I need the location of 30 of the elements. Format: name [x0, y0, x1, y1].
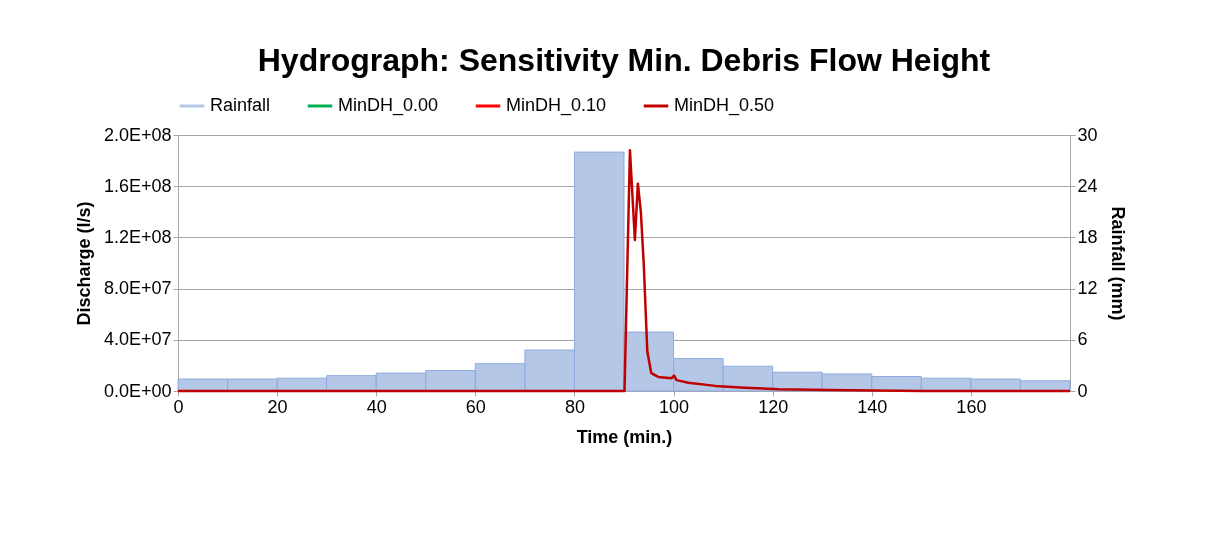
y-tick-label: 1.6E+08 — [103, 175, 172, 196]
y2-tick-label: 30 — [1077, 124, 1098, 145]
x-tick-label: 80 — [564, 396, 585, 417]
y-tick-label: 8.0E+07 — [103, 278, 172, 299]
y2-axis-title: Rainfall (mm) — [1107, 206, 1128, 321]
y2-tick-label: 12 — [1077, 278, 1098, 299]
x-tick-label: 40 — [366, 396, 387, 417]
y-tick-label: 4.0E+07 — [103, 329, 172, 350]
x-tick-label: 60 — [465, 396, 486, 417]
y-tick-label: 2.0E+08 — [103, 124, 172, 145]
x-tick-label: 140 — [857, 396, 888, 417]
y2-tick-label: 18 — [1077, 226, 1098, 247]
legend-label: MinDH_0.50 — [674, 95, 775, 116]
legend-label: MinDH_0.00 — [338, 95, 439, 116]
y2-tick-label: 24 — [1077, 175, 1098, 196]
legend-label: MinDH_0.10 — [506, 95, 607, 116]
y-tick-label: 0.0E+00 — [103, 380, 172, 401]
x-tick-label: 120 — [758, 396, 789, 417]
y2-tick-label: 0 — [1077, 380, 1088, 401]
x-tick-label: 20 — [267, 396, 288, 417]
x-tick-label: 100 — [659, 396, 690, 417]
x-axis-title: Time (min.) — [576, 426, 673, 447]
line-series — [176, 149, 1072, 393]
x-tick-label: 160 — [956, 396, 987, 417]
y-axis-title: Discharge (l/s) — [73, 201, 94, 326]
legend-label: Rainfall — [210, 95, 271, 115]
x-tick-label: 0 — [173, 396, 184, 417]
y2-tick-label: 6 — [1077, 329, 1088, 350]
y-tick-label: 1.2E+08 — [103, 226, 172, 247]
chart-title: Hydrograph: Sensitivity Min. Debris Flow Height — [257, 42, 991, 78]
